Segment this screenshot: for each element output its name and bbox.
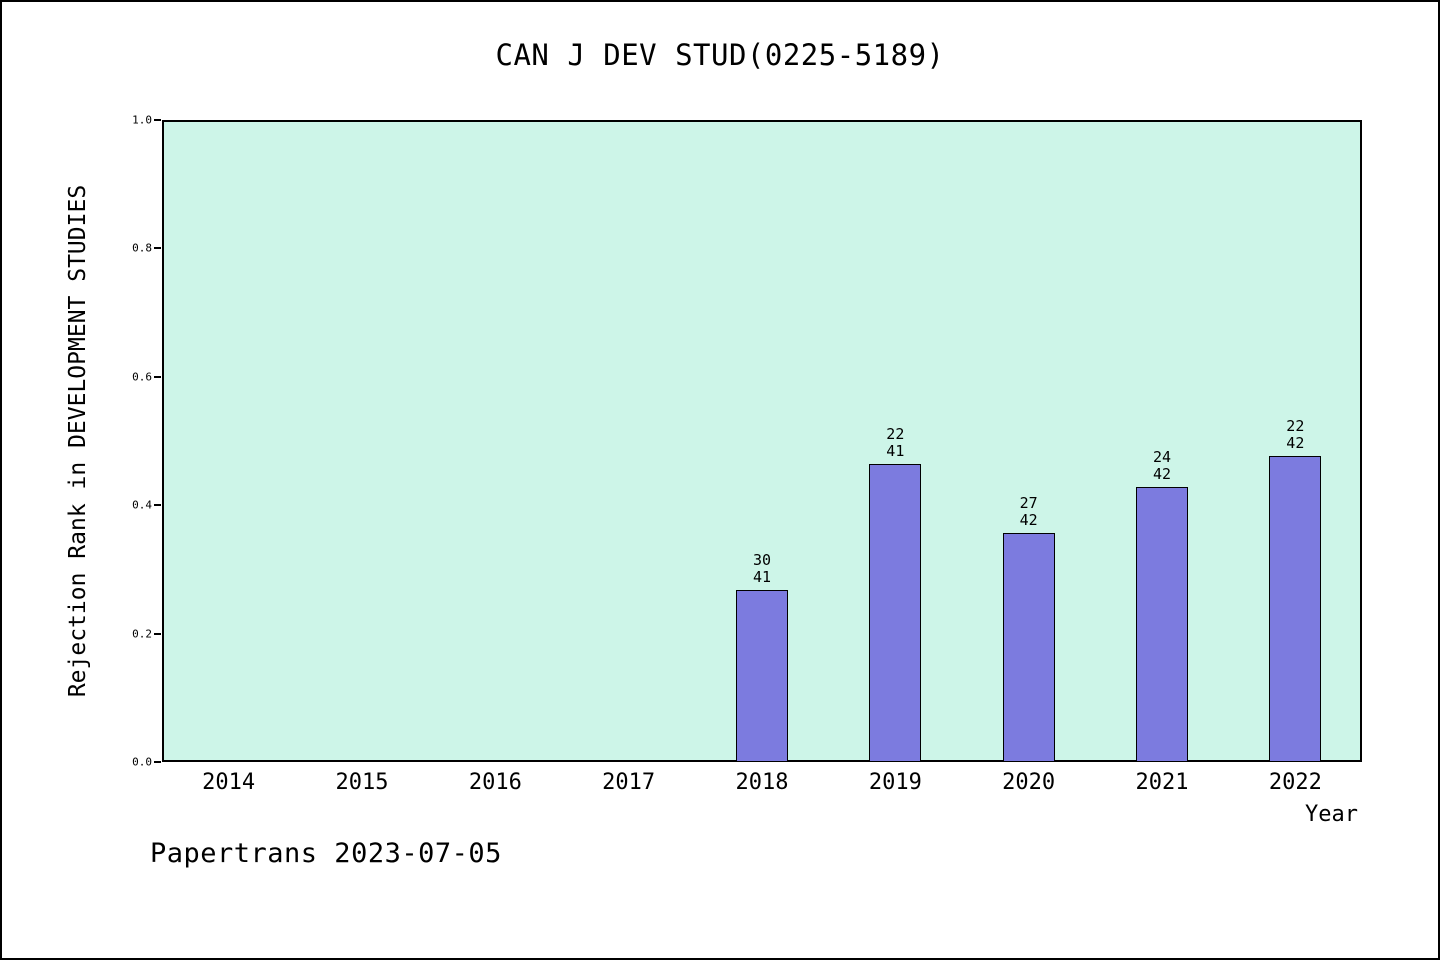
x-tick-label: 2021 <box>1135 770 1189 795</box>
y-tick-label: 0.6 <box>132 370 152 384</box>
y-tick-label: 1.0 <box>132 113 152 127</box>
bar-value-label: 30 41 <box>752 550 772 586</box>
y-tick-mark <box>154 119 161 121</box>
y-axis-label: Rejection Rank in DEVELOPMENT STUDIES <box>65 184 91 698</box>
chart-title: CAN J DEV STUD(0225-5189) <box>495 38 945 72</box>
x-tick-label: 2022 <box>1268 770 1322 795</box>
x-tick-label: 2017 <box>602 770 656 795</box>
bar-value-label: 27 42 <box>1019 493 1038 529</box>
bar-value-label: 22 41 <box>886 425 905 461</box>
y-tick-mark <box>154 761 161 763</box>
y-tick-label: 0.2 <box>132 627 152 641</box>
bar-2019 <box>869 464 922 762</box>
footer-watermark: Papertrans 2023-07-05 <box>150 838 502 869</box>
y-tick-label: 0.4 <box>132 498 152 512</box>
x-tick-label: 2015 <box>335 770 389 795</box>
y-tick-label: 0.0 <box>132 755 152 769</box>
y-tick-mark <box>154 504 161 507</box>
x-tick-label: 2018 <box>735 770 789 795</box>
x-tick-label: 2020 <box>1002 770 1056 795</box>
x-tick-label: 2014 <box>202 770 256 795</box>
x-tick-label: 2019 <box>868 770 922 795</box>
bar-value-label: 24 42 <box>1152 447 1172 483</box>
y-tick-mark <box>154 632 161 635</box>
x-axis-label: Year <box>1305 802 1358 827</box>
bar-2020 <box>1002 532 1055 762</box>
bar-2021 <box>1136 486 1188 762</box>
x-tick-label: 2016 <box>468 770 522 795</box>
y-tick-mark <box>154 247 161 250</box>
bar-2022 <box>1269 456 1322 762</box>
y-tick-mark <box>154 375 161 378</box>
bar-2018 <box>736 589 788 762</box>
bar-value-label: 22 42 <box>1286 417 1305 453</box>
y-tick-label: 0.8 <box>132 241 152 255</box>
